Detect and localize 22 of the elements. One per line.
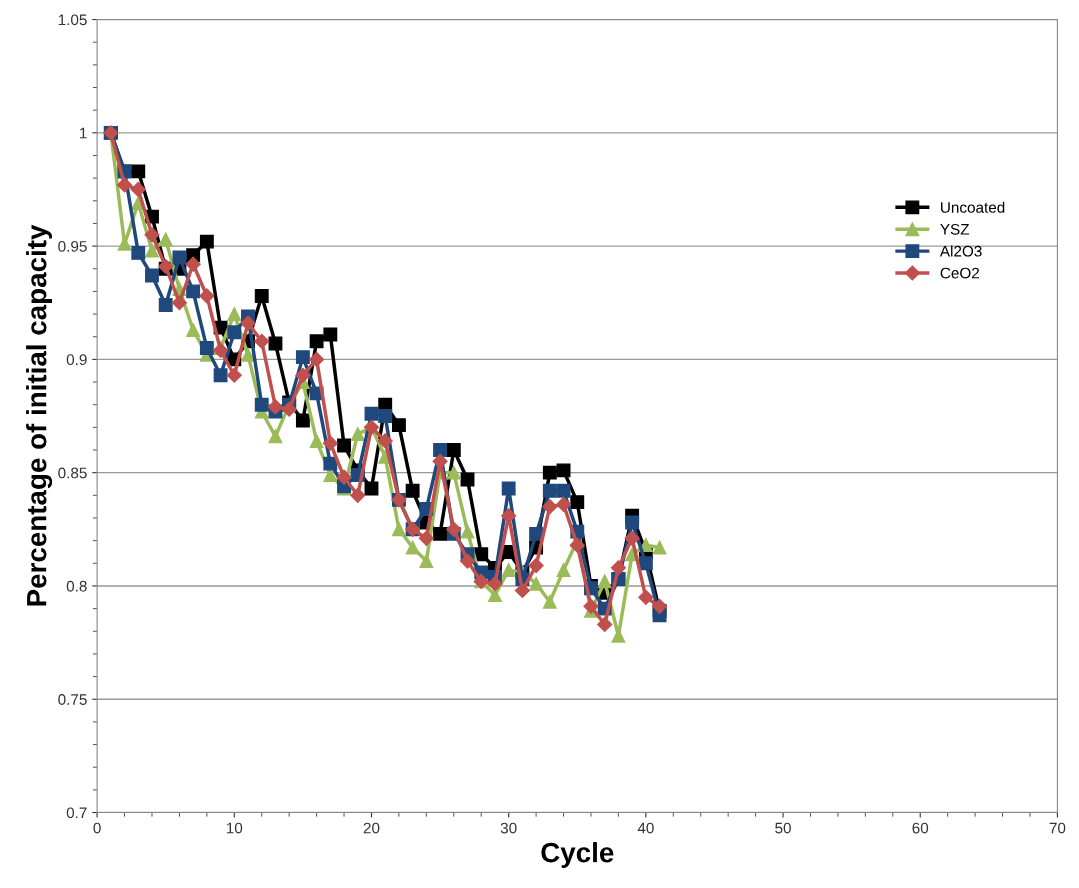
- y-tick-label: 0.9: [66, 354, 87, 366]
- legend-label: CeO2: [940, 267, 979, 279]
- y-tick-label: 0.75: [58, 694, 87, 705]
- x-tick-label: 0: [93, 822, 101, 834]
- legend-label: Al2O3: [939, 245, 982, 257]
- y-tick-label: 0.95: [58, 240, 87, 252]
- y-axis-title: Percentage of initial capacity: [26, 224, 53, 606]
- legend-label: Uncoated: [941, 201, 1005, 213]
- y-tick-label: 1: [80, 127, 87, 139]
- legend-label: YSZ: [940, 223, 970, 235]
- x-tick-label: 20: [363, 822, 380, 834]
- x-tick-label: 40: [637, 822, 654, 834]
- y-tick-label: 0.85: [58, 467, 87, 479]
- y-tick-label: 0.8: [66, 580, 87, 592]
- x-tick-label: 50: [775, 822, 791, 834]
- x-tick-label: 30: [500, 822, 517, 834]
- x-tick-label: 70: [1049, 822, 1066, 834]
- x-axis-title: Cycle: [541, 842, 614, 868]
- x-tick-label: 10: [226, 822, 243, 834]
- x-tick-label: 60: [912, 822, 929, 834]
- y-tick-label: 0.7: [66, 807, 87, 819]
- y-tick-label: 1.05: [58, 14, 87, 26]
